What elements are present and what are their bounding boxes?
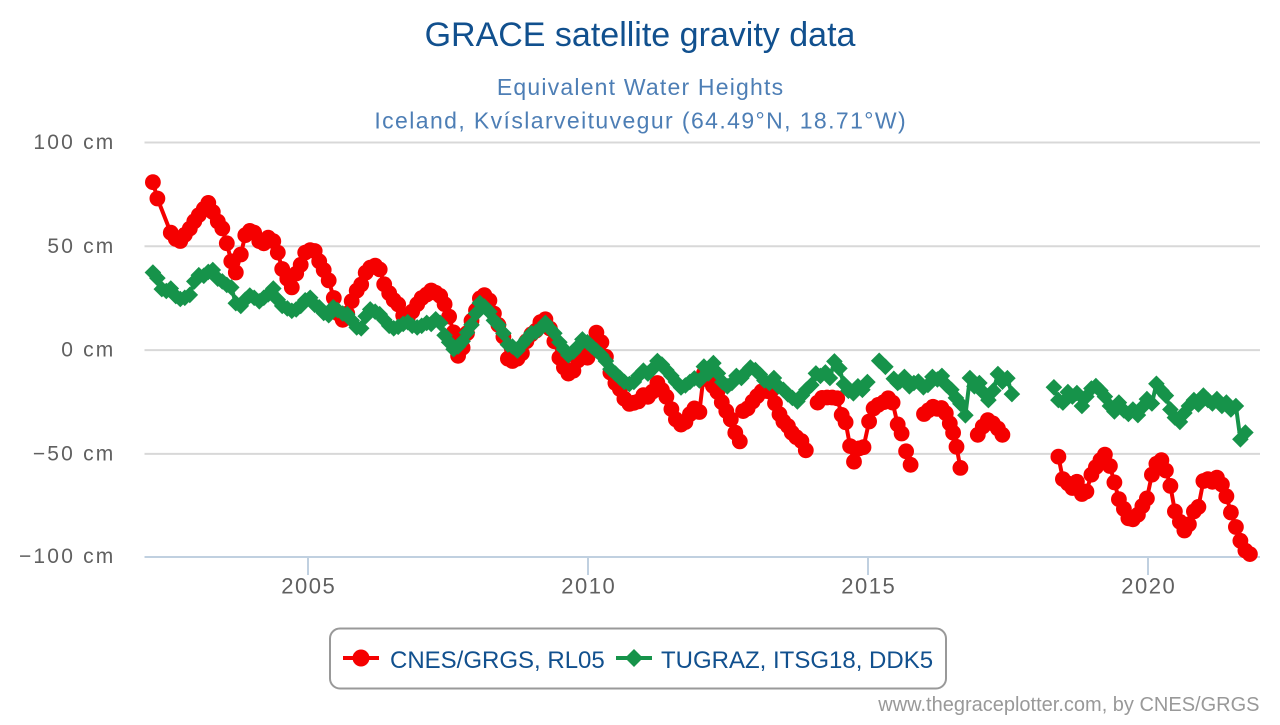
svg-text:2020: 2020 [1121,574,1176,599]
svg-text:2005: 2005 [281,574,336,599]
svg-text:2015: 2015 [841,574,896,599]
svg-text:0 cm: 0 cm [61,339,115,362]
svg-text:Iceland, Kvíslarveituvegur (64: Iceland, Kvíslarveituvegur (64.49°N, 18.… [374,108,907,134]
svg-text:100 cm: 100 cm [33,131,115,154]
svg-text:GRACE satellite gravity data: GRACE satellite gravity data [425,16,856,54]
svg-text:Equivalent Water Heights: Equivalent Water Heights [497,74,784,100]
svg-text:CNES/GRGS, RL05: CNES/GRGS, RL05 [390,647,605,674]
svg-text:TUGRAZ, ITSG18, DDK5: TUGRAZ, ITSG18, DDK5 [661,647,933,674]
svg-text:−100 cm: −100 cm [19,545,116,568]
svg-text:www.thegraceplotter.com, by CN: www.thegraceplotter.com, by CNES/GRGS [877,694,1259,716]
svg-text:50 cm: 50 cm [47,235,115,258]
svg-text:2010: 2010 [561,574,616,599]
svg-text:−50 cm: −50 cm [33,442,116,465]
